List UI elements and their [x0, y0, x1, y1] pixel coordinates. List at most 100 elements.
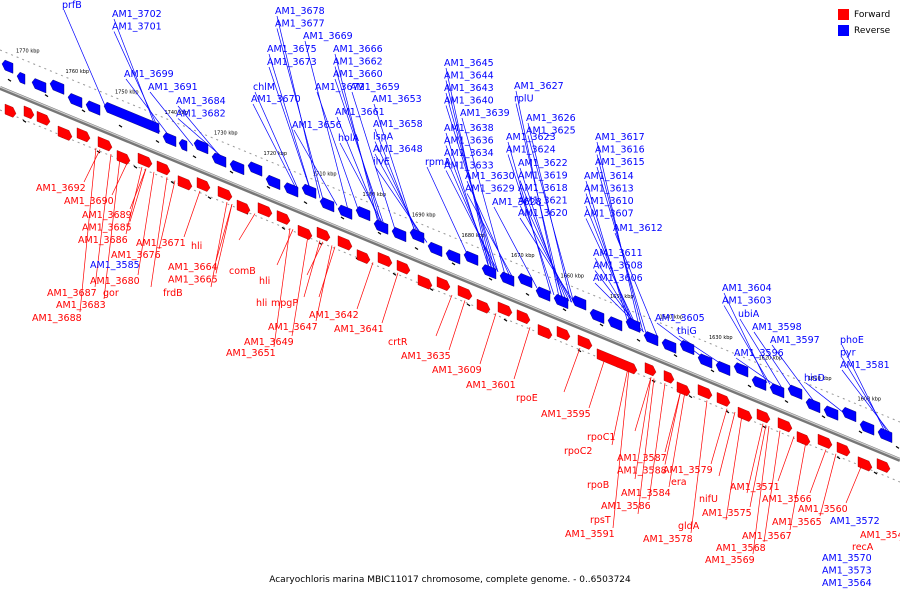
scale-tick-label: 1640 kbp — [660, 315, 684, 321]
reverse-gene — [877, 427, 893, 443]
reverse-leader-line — [351, 91, 396, 230]
forward-gene — [737, 406, 753, 422]
forward-gene — [556, 325, 571, 341]
legend-label-forward: Forward — [854, 9, 891, 20]
forward-gene-label: rpoB — [587, 480, 609, 491]
forward-leader-line — [648, 383, 666, 501]
reverse-gene-label: AM1_3682 — [176, 109, 226, 120]
reverse-gene-label: AM1_3670 — [251, 94, 301, 105]
forward-gene-label: AM1_3664 — [168, 262, 218, 273]
reverse-gene-label: AM1_3612 — [613, 223, 663, 234]
reverse-gene-label: AM1_3621 — [518, 196, 568, 207]
track-marker — [710, 369, 715, 373]
reverse-gene-label: AM1_3603 — [722, 296, 772, 307]
forward-leader-line — [111, 160, 129, 196]
forward-leader-line — [664, 389, 682, 453]
track-marker — [488, 277, 493, 281]
reverse-leader-line — [177, 105, 222, 158]
reverse-leader-line — [527, 122, 572, 303]
reverse-gene — [31, 78, 47, 94]
forward-gene-label: AM1_3683 — [56, 300, 106, 311]
forward-leader-line — [238, 213, 256, 241]
reverse-leader-line — [507, 154, 555, 296]
reverse-gene-label: AM1_3618 — [518, 183, 568, 194]
reverse-gene — [337, 204, 353, 220]
reverse-leader-line — [585, 218, 639, 330]
forward-gene-label: AM1_3586 — [601, 501, 651, 512]
reverse-gene-label: AM1_3658 — [373, 119, 423, 130]
track-marker — [577, 349, 582, 353]
reverse-leader-line — [466, 193, 514, 279]
reverse-gene — [16, 72, 26, 85]
track-marker — [281, 226, 286, 230]
reverse-gene — [589, 308, 605, 324]
reverse-gene — [823, 405, 839, 421]
reverse-gene-label: AM1_3620 — [518, 208, 568, 219]
forward-gene — [777, 417, 793, 433]
reverse-gene-label: AM1_3614 — [584, 171, 634, 182]
forward-gene — [516, 309, 531, 325]
forward-leader-line — [210, 201, 228, 288]
label-leader-lines — [63, 9, 900, 555]
reverse-leader-line — [339, 142, 384, 225]
reverse-gene-label: AM1_3626 — [526, 113, 576, 124]
reverse-gene — [553, 293, 569, 310]
forward-gene-label: AM1_3569 — [705, 555, 755, 566]
reverse-gene — [751, 375, 767, 391]
scale-tick-label: 1730 kbp — [214, 130, 238, 136]
forward-gene — [76, 127, 91, 143]
forward-gene-label: AM1_3635 — [401, 351, 451, 362]
reverse-gene — [679, 340, 695, 356]
forward-gene-label: AM1_3649 — [244, 337, 294, 348]
legend-item-reverse: Reverse — [838, 24, 890, 37]
forward-gene — [23, 105, 35, 120]
reverse-gene-label: chlM — [253, 82, 275, 93]
forward-gene-label: rpoC2 — [564, 446, 592, 457]
forward-leader-line — [129, 168, 147, 210]
reverse-leader-line — [177, 118, 225, 159]
forward-gene — [537, 324, 553, 340]
forward-gene — [644, 362, 657, 377]
forward-leader-line — [479, 313, 497, 365]
track-marker — [7, 78, 12, 82]
backbone-highlight — [0, 86, 900, 460]
reverse-gene-label: holA — [338, 133, 359, 144]
forward-gene — [196, 177, 211, 192]
forward-gene — [697, 384, 713, 400]
scale-tick-label: 1770 kbp — [16, 49, 40, 55]
reverse-gene-label: thiG — [677, 326, 697, 337]
track-marker — [207, 196, 212, 200]
forward-gene — [676, 381, 691, 397]
scale-tick-label: 1630 kbp — [709, 335, 733, 341]
reverse-gene-label: AM1_3653 — [372, 94, 422, 105]
forward-leader-line — [83, 149, 101, 183]
track-marker — [155, 139, 160, 143]
reverse-gene-label: prfB — [62, 0, 82, 11]
forward-gene-label: AM1_3584 — [621, 488, 671, 499]
forward-leader-line — [725, 414, 743, 521]
reverse-gene-label: AM1_3627 — [514, 81, 564, 92]
backbone-line — [0, 86, 900, 462]
track-marker — [44, 94, 49, 98]
reverse-gene — [571, 295, 587, 311]
reverse-leader-line — [466, 180, 511, 277]
scale-tick-label: 1610 kbp — [808, 376, 832, 382]
forward-leader-line — [129, 168, 147, 222]
forward-gene — [36, 110, 51, 126]
forward-leader-line — [94, 154, 112, 288]
forward-leader-line — [215, 204, 233, 262]
scale-tick-label: 1720 kbp — [264, 151, 288, 157]
reverse-leader-line — [614, 232, 659, 339]
forward-leader-line — [291, 235, 309, 337]
scale-tick-label: 1680 kbp — [462, 233, 486, 239]
forward-gene — [297, 224, 313, 240]
forward-gene — [377, 251, 393, 268]
reverse-leader-line — [445, 157, 496, 271]
reverse-leader-line — [805, 382, 850, 418]
gene-features — [1, 59, 893, 473]
reverse-gene — [301, 183, 317, 199]
forward-gene-label: hli — [256, 298, 267, 309]
reverse-leader-line — [445, 170, 499, 272]
reverse-leader-line — [334, 53, 379, 223]
reverse-gene-label: AM1_3643 — [444, 83, 494, 94]
